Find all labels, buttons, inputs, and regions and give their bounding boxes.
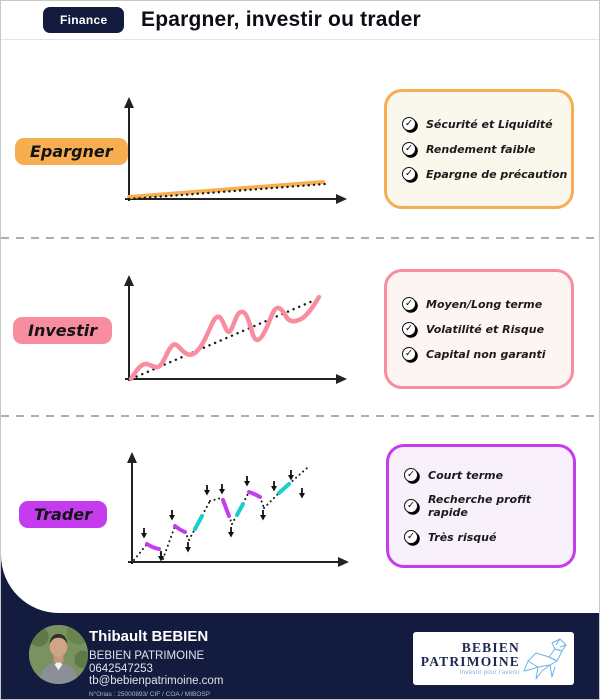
dashed-separator — [1, 237, 599, 239]
list-item-label: Moyen/Long terme — [426, 297, 543, 311]
check-icon: ✓ — [404, 499, 418, 513]
epargner-trend-line — [127, 180, 325, 199]
investir-curve — [128, 294, 322, 382]
list-item-label: Court terme — [428, 468, 504, 482]
check-icon: ✓ — [404, 530, 418, 544]
trader-buy-segments — [193, 482, 291, 531]
list-item-label: Epargne de précaution — [426, 167, 568, 181]
trader-info-box: ✓ Court terme ✓ Recherche profit rapide … — [386, 444, 576, 568]
company-logo: BEBIEN PATRIMOINE Investir pour l'avenir — [413, 632, 574, 685]
advisor-name: Thibault BEBIEN — [89, 628, 209, 645]
list-item: ✓ Epargne de précaution — [402, 167, 571, 181]
epargner-info-box: ✓ Sécurité et Liquidité ✓ Rendement faib… — [384, 89, 574, 209]
trader-down-arrows — [140, 469, 306, 563]
logo-text: BEBIEN PATRIMOINE Investir pour l'avenir — [421, 641, 520, 676]
investir-label: Investir — [13, 317, 113, 344]
trader-sell-segments — [145, 490, 262, 551]
logo-tagline: Investir pour l'avenir — [459, 669, 520, 676]
content-panel: Finance Epargner, investir ou trader Epa… — [1, 1, 599, 613]
list-item-label: Sécurité et Liquidité — [426, 117, 553, 131]
advisor-photo — [29, 625, 88, 684]
logo-line2: PATRIMOINE — [420, 654, 520, 669]
check-icon: ✓ — [402, 142, 416, 156]
list-item: ✓ Rendement faible — [402, 142, 571, 156]
list-item: ✓ Capital non garanti — [402, 347, 571, 361]
list-item: ✓ Volatilité et Risque — [402, 322, 571, 336]
company-name: BEBIEN PATRIMOINE — [89, 650, 205, 662]
investir-chart — [124, 275, 347, 384]
epargner-label: Epargner — [15, 138, 128, 165]
list-item-label: Capital non garanti — [426, 347, 546, 361]
page-title: Epargner, investir ou trader — [141, 8, 421, 31]
investir-info-box: ✓ Moyen/Long terme ✓ Volatilité et Risqu… — [384, 269, 574, 389]
bull-logo-icon — [523, 638, 567, 679]
check-icon: ✓ — [402, 322, 416, 336]
trader-label: Trader — [19, 501, 108, 528]
list-item-label: Rendement faible — [426, 142, 536, 156]
orias-registration: N°Orias : 25000893/ CIF / COA / MIBOSP — [89, 691, 211, 698]
list-item: ✓ Sécurité et Liquidité — [402, 117, 571, 131]
list-item: ✓ Court terme — [404, 468, 573, 482]
list-item-label: Très risqué — [428, 530, 497, 544]
category-badge: Finance — [43, 7, 125, 33]
check-icon: ✓ — [402, 167, 416, 181]
list-item: ✓ Moyen/Long terme — [402, 297, 571, 311]
list-item: ✓ Recherche profit rapide — [404, 493, 573, 519]
list-item: ✓ Très risqué — [404, 530, 573, 544]
epargner-chart — [124, 97, 347, 204]
trader-dotted-zigzag — [133, 467, 308, 561]
logo-line1: BEBIEN — [461, 640, 520, 656]
list-item-label: Recherche profit rapide — [428, 493, 532, 519]
list-item-label: Volatilité et Risque — [426, 322, 545, 336]
check-icon: ✓ — [402, 347, 416, 361]
phone-number[interactable]: 0642547253 — [89, 663, 153, 675]
check-icon: ✓ — [402, 117, 416, 131]
trader-chart — [127, 452, 349, 567]
email-address[interactable]: tb@bebienpatrimoine.com — [89, 675, 224, 687]
check-icon: ✓ — [402, 297, 416, 311]
dashed-separator — [1, 415, 599, 417]
check-icon: ✓ — [404, 468, 418, 482]
epargner-dotted-line — [127, 182, 327, 201]
header-divider — [1, 39, 599, 40]
footer: Thibault BEBIEN BEBIEN PATRIMOINE 064254… — [1, 613, 599, 699]
